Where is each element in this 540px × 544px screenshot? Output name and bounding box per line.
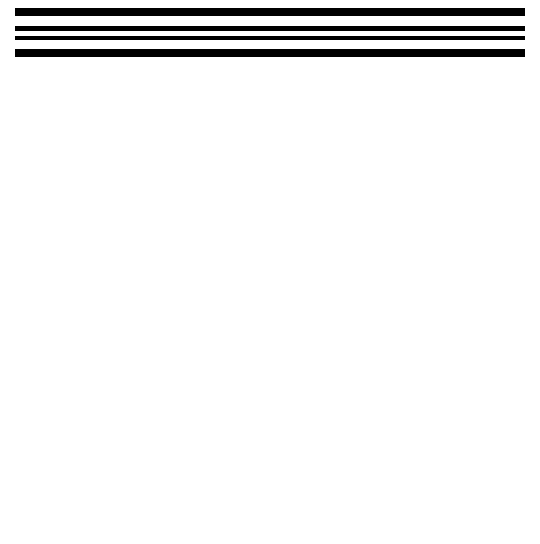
other-ingredients [15, 57, 525, 65]
rule-heavy-bottom [15, 49, 525, 57]
column-header [15, 16, 525, 26]
rule-heavy-top [15, 8, 525, 16]
supplement-facts-panel [15, 4, 525, 65]
dv-footnote [15, 40, 525, 49]
